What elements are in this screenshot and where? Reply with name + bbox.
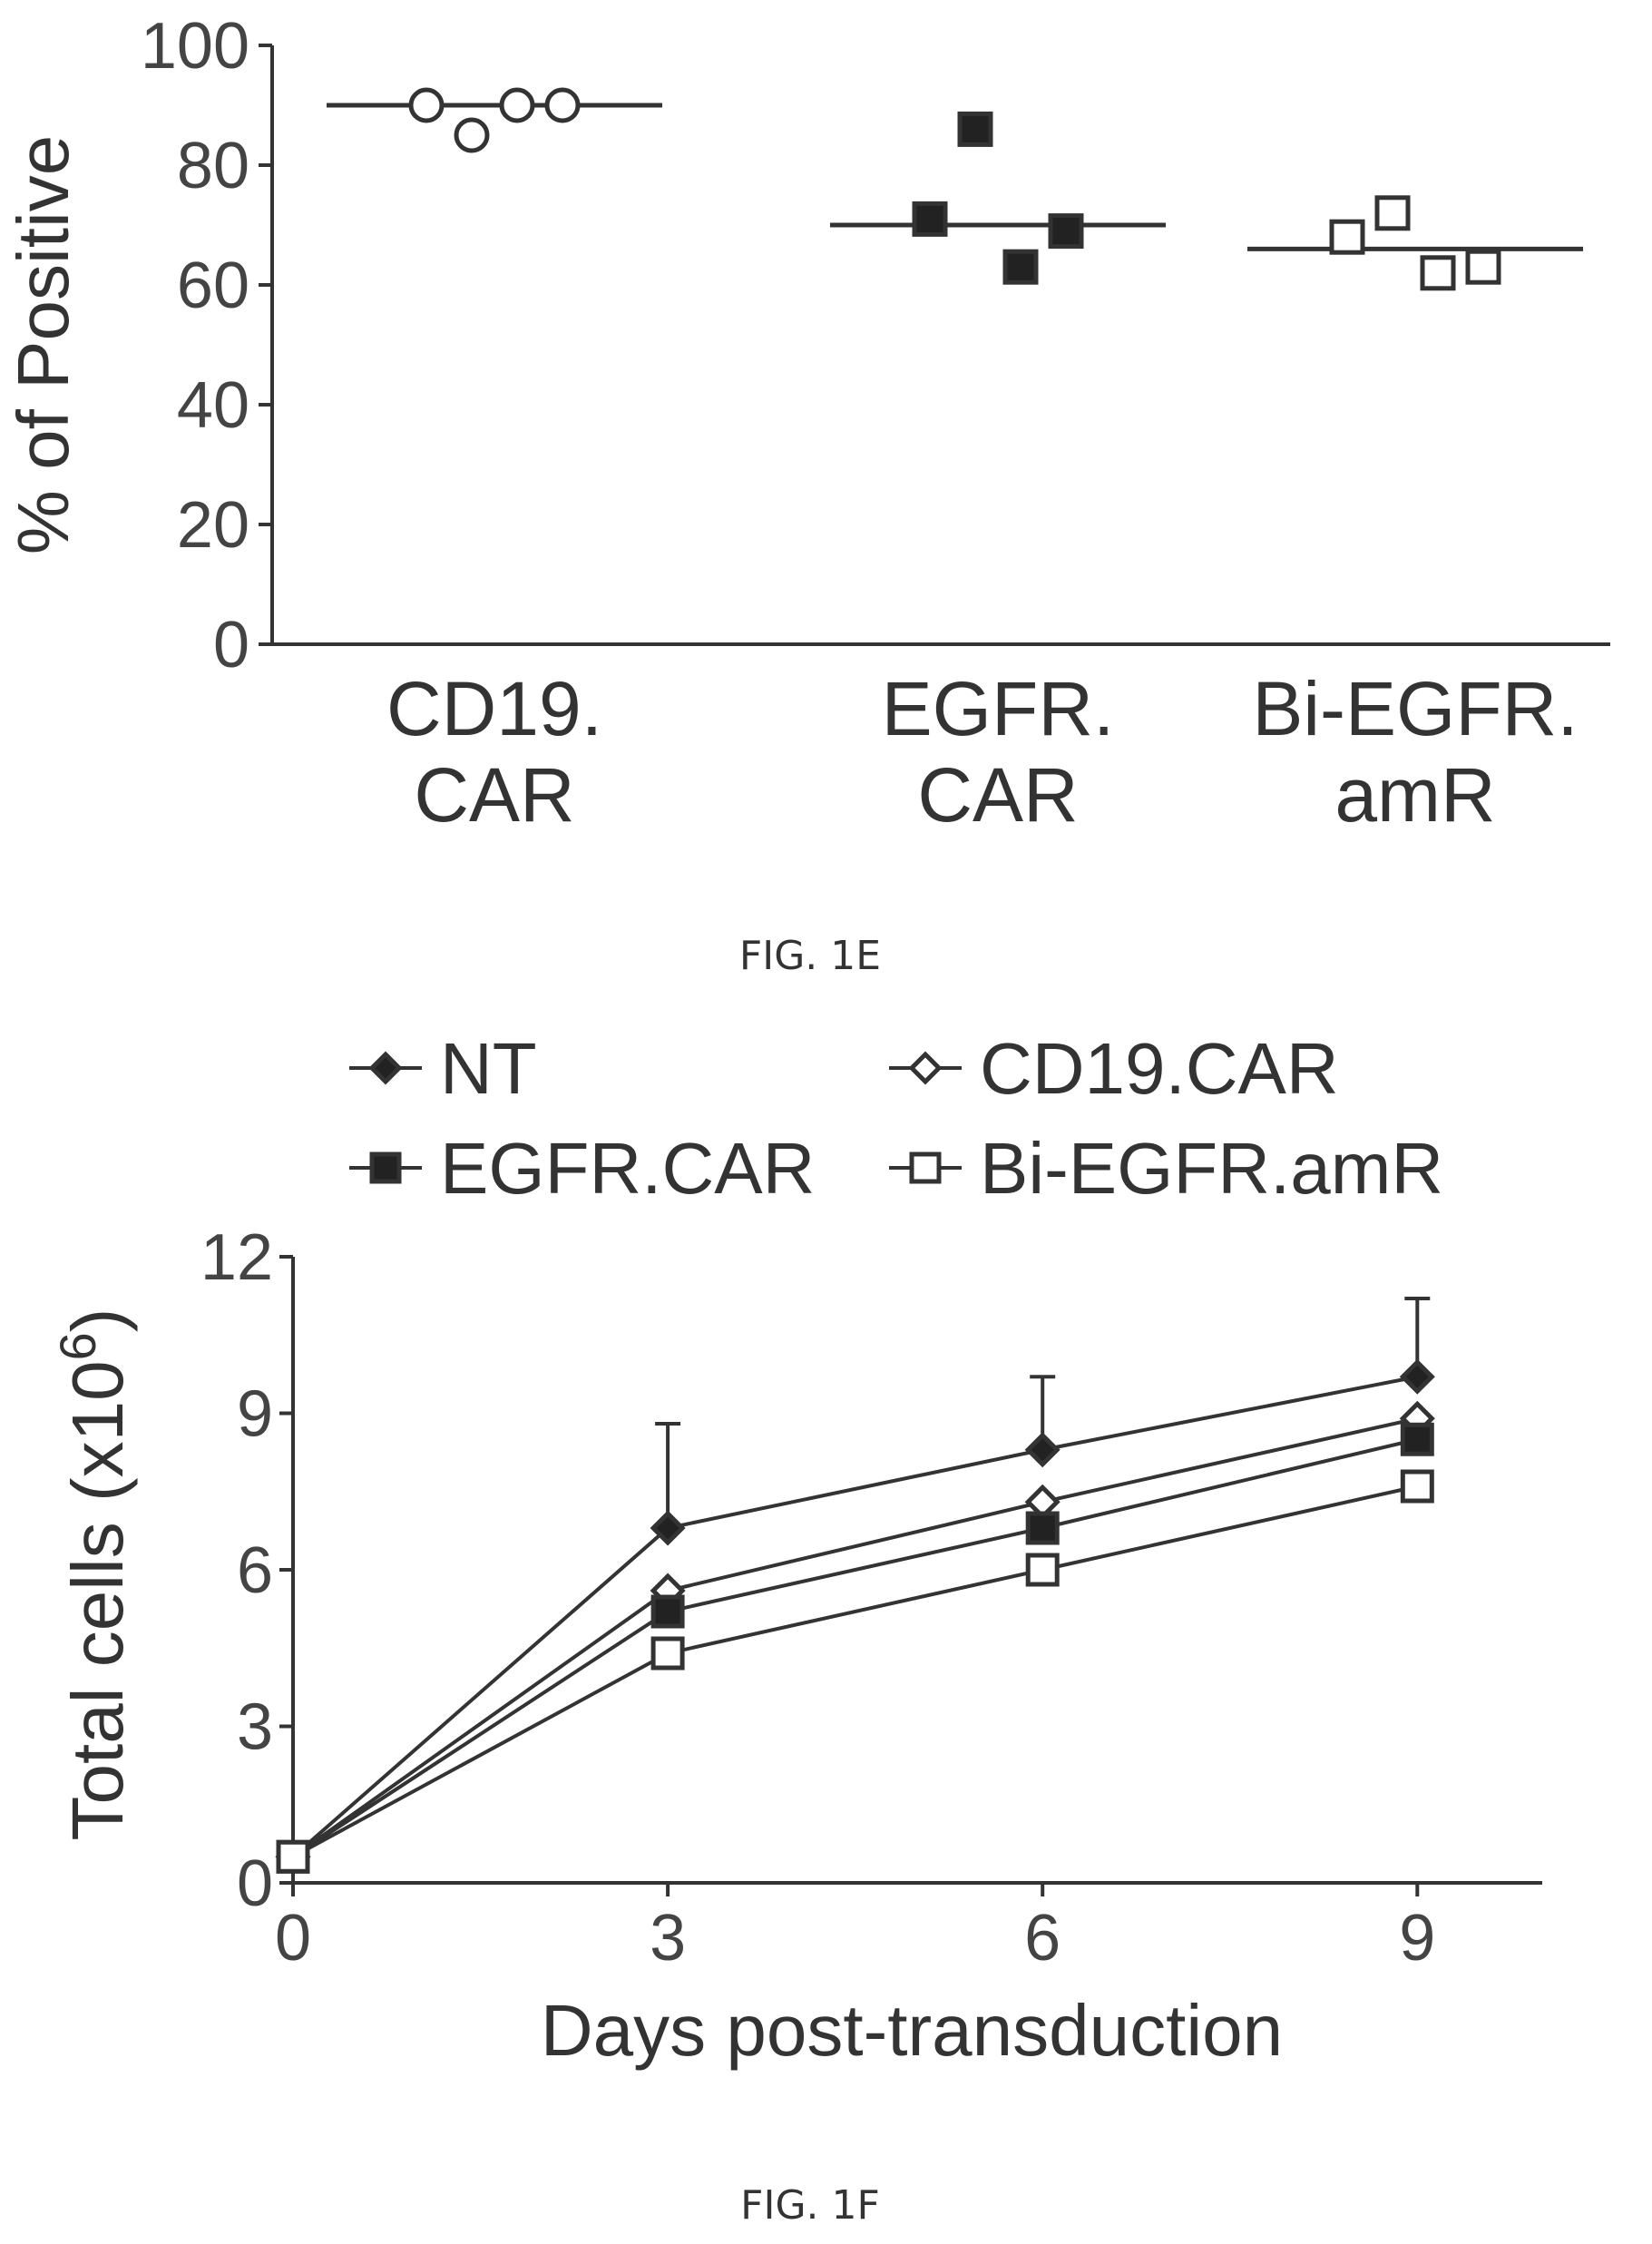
series-line-1f: [291, 1375, 1418, 1858]
data-point-1f: [650, 1636, 685, 1671]
x-tick-label-1f: 0: [275, 1902, 311, 1975]
y-tick-label-1f: 3: [237, 1691, 273, 1764]
y-tick-label-1f: 0: [237, 1847, 273, 1920]
legend-marker-1f: [369, 1151, 402, 1184]
y-tick-label-1e: 80: [177, 130, 249, 202]
data-point-1f: [1400, 1469, 1434, 1504]
data-point-1e: [1329, 219, 1365, 255]
y-tick-label-1e: 100: [141, 10, 249, 83]
y-axis-title-1e: % of Positive: [3, 135, 83, 554]
y-tick-label-1f: 12: [200, 1221, 273, 1294]
y-axis-title-superscript-1f: 6: [49, 1332, 106, 1360]
y-tick-label-1f: 9: [237, 1378, 273, 1451]
x-axis-title-1f: Days post-transduction: [541, 1990, 1283, 2071]
x-tick-label-1f: 6: [1024, 1902, 1061, 1975]
legend-label-1f: Bi-EGFR.amR: [980, 1128, 1443, 1209]
series-line-1f: [291, 1437, 1418, 1858]
category-label-1e: Bi-EGFR. amR: [1252, 666, 1578, 838]
y-tick-label-1f: 6: [237, 1534, 273, 1607]
category-label-line-1e: EGFR.: [882, 666, 1115, 751]
y-tick-label-1e: 40: [177, 369, 249, 442]
x-tick-label-1f: 9: [1399, 1902, 1435, 1975]
data-point-1f: [1399, 1358, 1435, 1395]
y-ticks-1f: 0 3 6 9 12: [200, 1221, 293, 1920]
y-ticks-1e: 0 20 40 60 80 100: [141, 10, 272, 681]
data-point-1f: [650, 1510, 686, 1546]
y-axis-title-main-1f: Total cells (x10: [57, 1360, 138, 1840]
data-point-1f: [1400, 1422, 1434, 1456]
data-point-1f: [1025, 1553, 1060, 1587]
category-label-1e: EGFR. CAR: [882, 666, 1115, 838]
legend-marker-1f: [908, 1051, 943, 1085]
data-point-1e: [1465, 249, 1501, 285]
data-point-1f: [276, 1839, 310, 1874]
data-points-1e: [327, 87, 1583, 291]
series-line-1f: [291, 1416, 1418, 1858]
category-label-line-1e: Bi-EGFR.: [1252, 666, 1578, 751]
data-point-1e: [912, 201, 948, 237]
data-point-1f: [1024, 1432, 1061, 1468]
data-point-1e: [454, 117, 490, 153]
y-tick-label-1e: 0: [213, 609, 249, 681]
x-ticks-1f: 0 3 6 9: [275, 1883, 1435, 1975]
legend-label-1f: EGFR.CAR: [440, 1128, 815, 1209]
data-point-1e: [408, 87, 445, 123]
data-point-1e: [1374, 195, 1411, 231]
y-axis-title-close-1f: ): [57, 1308, 138, 1333]
legend-marker-1f: [909, 1151, 942, 1184]
y-tick-label-1e: 20: [177, 489, 249, 562]
category-label-line-1e: CAR: [414, 752, 574, 838]
figure-caption-1e: FIG. 1E: [739, 933, 881, 979]
figure-caption-1f: FIG. 1F: [740, 2182, 880, 2229]
y-axis-title-1f: Total cells (x106): [49, 1308, 138, 1841]
x-tick-label-1f: 3: [650, 1902, 686, 1975]
data-point-1e: [1048, 213, 1084, 250]
series-1f: [275, 1297, 1435, 1875]
data-point-1e: [544, 87, 581, 123]
legend-label-1f: CD19.CAR: [980, 1028, 1339, 1109]
data-point-1e: [957, 111, 993, 147]
data-point-1e: [499, 87, 535, 123]
series-line-1f: [292, 1485, 1418, 1859]
data-point-1f: [650, 1594, 685, 1629]
category-label-1e: CD19. CAR: [386, 666, 602, 838]
legend-1f: NT CD19.CAR EGFR.CAR Bi-EGFR.amR: [349, 1028, 1443, 1209]
data-point-1e: [1002, 249, 1039, 285]
legend-label-1f: NT: [440, 1028, 537, 1109]
legend-marker-1f: [368, 1051, 403, 1085]
chart-1f: NT CD19.CAR EGFR.CAR Bi-EGFR.amR 0 3 6 9 12 0 3 6…: [49, 1028, 1542, 2229]
category-label-line-1e: CD19.: [386, 666, 602, 751]
category-label-line-1e: CAR: [917, 752, 1078, 838]
y-tick-label-1e: 60: [177, 250, 249, 322]
data-point-1f: [1025, 1511, 1060, 1545]
category-label-line-1e: amR: [1334, 752, 1495, 838]
data-point-1e: [1420, 255, 1456, 291]
